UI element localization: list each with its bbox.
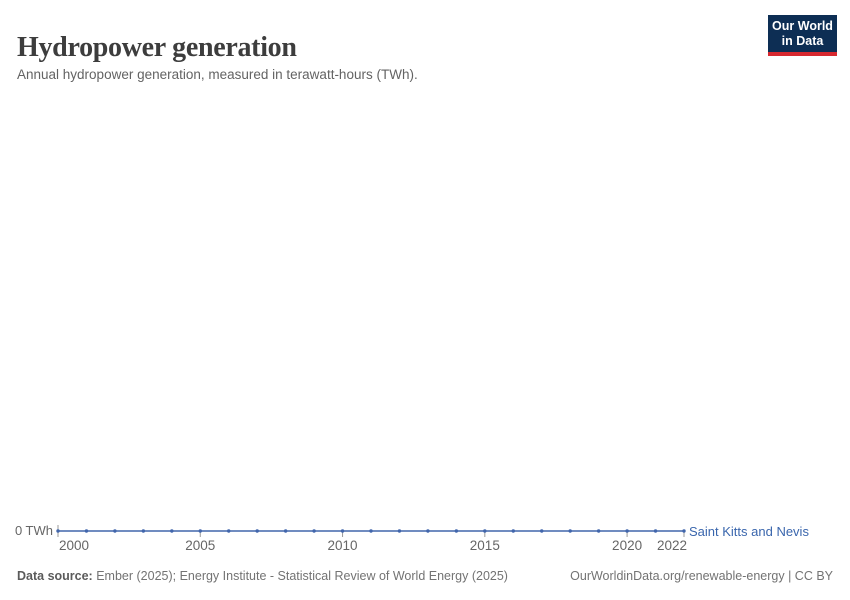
data-point — [568, 529, 572, 533]
data-point — [255, 529, 259, 533]
x-tick-label: 2000 — [59, 538, 90, 553]
x-tick-label: 2020 — [612, 538, 643, 553]
x-tick-label: 2015 — [469, 538, 500, 553]
data-source-text: Ember (2025); Energy Institute - Statist… — [92, 569, 508, 583]
owid-logo-line1: Our World — [772, 19, 833, 33]
data-point — [198, 529, 202, 533]
x-tick-label: 2022 — [656, 538, 687, 553]
chart-subtitle: Annual hydropower generation, measured i… — [17, 66, 418, 82]
data-point — [397, 529, 402, 533]
data-point — [625, 529, 629, 533]
page-title: Hydropower generation — [17, 31, 297, 63]
data-point — [227, 529, 231, 533]
data-point — [540, 529, 544, 533]
data-point — [283, 529, 288, 533]
owid-link[interactable]: OurWorldinData.org/renewable-energy | CC… — [570, 569, 833, 583]
data-point — [84, 529, 89, 533]
owid-logo: Our World in Data — [768, 15, 837, 56]
data-point — [340, 529, 345, 533]
data-point — [426, 529, 430, 533]
data-point — [483, 529, 487, 533]
data-point — [56, 529, 60, 533]
data-point — [596, 529, 601, 533]
data-source-note: Data source: Ember (2025); Energy Instit… — [17, 569, 508, 584]
data-source-label: Data source: — [17, 569, 93, 583]
x-tick-label: 2005 — [185, 538, 216, 553]
series-label: Saint Kitts and Nevis — [689, 524, 809, 539]
data-point — [653, 529, 658, 533]
x-tick-label: 2010 — [327, 538, 358, 553]
owid-logo-line2: in Data — [781, 34, 824, 48]
data-point — [454, 529, 459, 533]
data-point — [170, 529, 174, 533]
data-point — [312, 529, 316, 533]
data-point — [141, 529, 146, 533]
data-point — [511, 529, 515, 533]
data-point — [113, 529, 117, 533]
data-point — [369, 529, 373, 533]
y-axis-zero-label: 0 TWh — [14, 523, 53, 538]
data-point — [682, 529, 686, 533]
